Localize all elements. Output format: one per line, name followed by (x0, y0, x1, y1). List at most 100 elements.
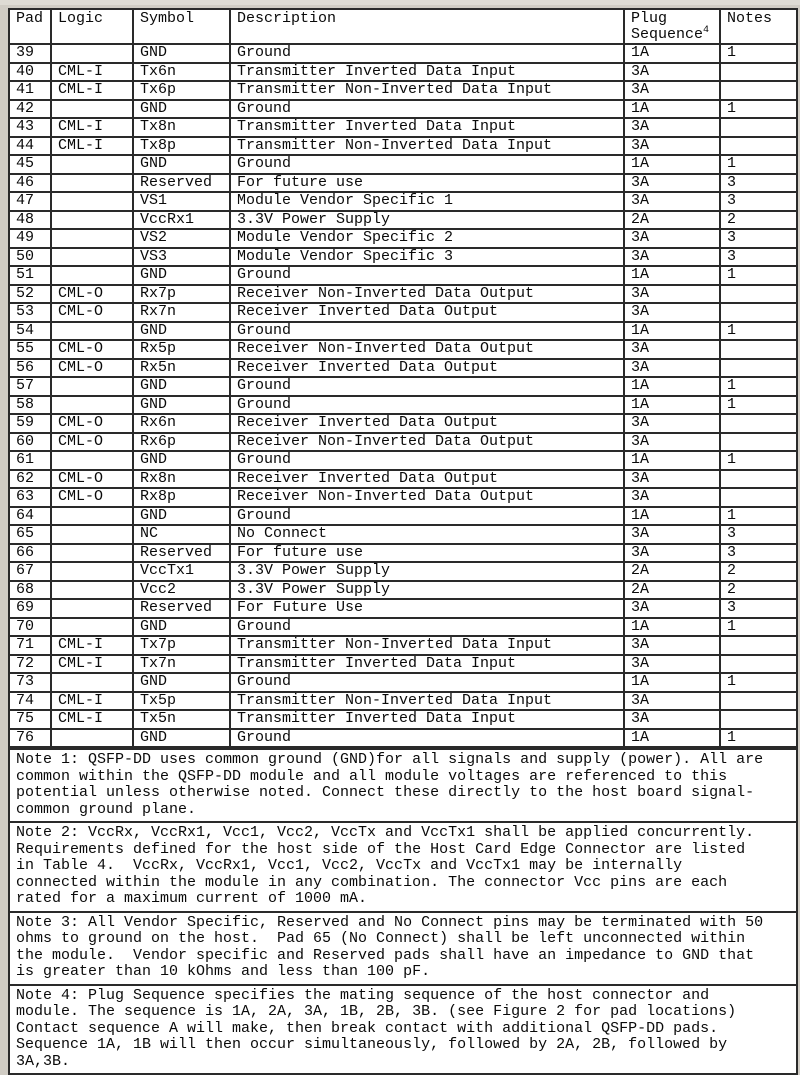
cell-symbol: GND (132, 265, 231, 286)
cell-notes: 1 (719, 616, 796, 637)
cell-logic (50, 376, 134, 397)
cell-notes: 1 (719, 320, 796, 341)
cell-notes: 2 (719, 209, 796, 230)
cell-pad: 44 (10, 135, 52, 156)
cell-symbol: Tx6n (132, 61, 231, 82)
cell-pad: 43 (10, 117, 52, 138)
cell-notes (719, 283, 796, 304)
cell-plug-sequence: 2A (623, 209, 721, 230)
cell-notes: 3 (719, 228, 796, 249)
cell-logic: CML-I (50, 135, 134, 156)
cell-logic: CML-O (50, 357, 134, 378)
cell-logic (50, 598, 134, 619)
cell-pad: 54 (10, 320, 52, 341)
cell-plug-sequence: 3A (623, 283, 721, 304)
cell-logic (50, 579, 134, 600)
table-row: 74 CML-I Tx5p Transmitter Non-Inverted Data… (10, 690, 796, 711)
cell-symbol: Rx8n (132, 468, 231, 489)
cell-symbol: Tx5p (132, 690, 231, 711)
cell-description: Module Vendor Specific 2 (229, 228, 625, 249)
cell-pad: 39 (10, 43, 52, 64)
cell-description: Ground (229, 320, 625, 341)
cell-notes: 3 (719, 172, 796, 193)
cell-logic: CML-O (50, 431, 134, 452)
cell-notes (719, 431, 796, 452)
table-row: 41 CML-I Tx6p Transmitter Non-Inverted Data… (10, 80, 796, 101)
cell-description: For Future Use (229, 598, 625, 619)
col-header-pad: Pad (10, 10, 52, 45)
cell-pad: 69 (10, 598, 52, 619)
table-row: 58 GND Ground 1A 1 (10, 394, 796, 415)
cell-plug-sequence: 3A (623, 357, 721, 378)
cell-pad: 58 (10, 394, 52, 415)
cell-plug-sequence: 1A (623, 505, 721, 526)
cell-logic: CML-I (50, 80, 134, 101)
cell-pad: 53 (10, 302, 52, 323)
cell-symbol: GND (132, 616, 231, 637)
cell-symbol: Reserved (132, 598, 231, 619)
cell-logic: CML-I (50, 117, 134, 138)
cell-plug-sequence: 3A (623, 61, 721, 82)
cell-pad: 60 (10, 431, 52, 452)
cell-description: Ground (229, 376, 625, 397)
table-row: 76 GND Ground 1A 1 (10, 727, 796, 748)
table-row: 71 CML-I Tx7p Transmitter Non-Inverted Data… (10, 635, 796, 656)
cell-symbol: Rx7n (132, 302, 231, 323)
cell-pad: 62 (10, 468, 52, 489)
cell-description: Ground (229, 43, 625, 64)
table-row: 72 CML-I Tx7n Transmitter Inverted Data Inp… (10, 653, 796, 674)
cell-pad: 55 (10, 339, 52, 360)
cell-pad: 56 (10, 357, 52, 378)
table-row: 47 VS1 Module Vendor Specific 1 3A 3 (10, 191, 796, 212)
footnote-2: Note 2: VccRx, VccRx1, Vcc1, Vcc2, VccTx… (10, 821, 796, 911)
cell-symbol: NC (132, 524, 231, 545)
table-row: 39 GND Ground 1A 1 (10, 43, 796, 64)
cell-description: Ground (229, 98, 625, 119)
table-row: 49 VS2 Module Vendor Specific 2 3A 3 (10, 228, 796, 249)
col-header-plug-sequence: Plug Sequence4 (623, 10, 721, 45)
cell-pad: 73 (10, 672, 52, 693)
table-row: 75 CML-I Tx5n Transmitter Inverted Data Inp… (10, 709, 796, 730)
cell-logic (50, 616, 134, 637)
cell-plug-sequence: 2A (623, 561, 721, 582)
cell-description: No Connect (229, 524, 625, 545)
cell-notes: 3 (719, 246, 796, 267)
cell-logic (50, 542, 134, 563)
cell-pad: 61 (10, 450, 52, 471)
cell-plug-sequence: 3A (623, 191, 721, 212)
cell-plug-sequence: 3A (623, 302, 721, 323)
cell-notes (719, 413, 796, 434)
table-row: 53 CML-O Rx7n Receiver Inverted Data Output… (10, 302, 796, 323)
table-row: 48 VccRx1 3.3V Power Supply 2A 2 (10, 209, 796, 230)
cell-plug-sequence: 1A (623, 616, 721, 637)
cell-notes: 1 (719, 154, 796, 175)
cell-pad: 51 (10, 265, 52, 286)
cell-logic: CML-O (50, 468, 134, 489)
cell-pad: 76 (10, 727, 52, 748)
cell-symbol: Rx7p (132, 283, 231, 304)
cell-description: Transmitter Inverted Data Input (229, 117, 625, 138)
cell-symbol: GND (132, 43, 231, 64)
table-row: 73 GND Ground 1A 1 (10, 672, 796, 693)
cell-logic (50, 98, 134, 119)
footnote-1: Note 1: QSFP-DD uses common ground (GND)… (10, 748, 796, 821)
cell-plug-sequence: 1A (623, 154, 721, 175)
cell-notes: 1 (719, 727, 796, 748)
cell-pad: 57 (10, 376, 52, 397)
cell-description: Receiver Inverted Data Output (229, 468, 625, 489)
cell-notes (719, 302, 796, 323)
cell-symbol: VS1 (132, 191, 231, 212)
cell-plug-sequence: 1A (623, 672, 721, 693)
cell-symbol: Tx7n (132, 653, 231, 674)
cell-notes: 2 (719, 579, 796, 600)
cell-description: Transmitter Non-Inverted Data Input (229, 690, 625, 711)
cell-pad: 42 (10, 98, 52, 119)
table-header-row: Pad Logic Symbol Description Plug Sequenc… (10, 10, 796, 45)
cell-logic (50, 209, 134, 230)
cell-plug-sequence: 3A (623, 468, 721, 489)
cell-description: Transmitter Non-Inverted Data Input (229, 80, 625, 101)
cell-plug-sequence: 3A (623, 635, 721, 656)
table-row: 46 Reserved For future use 3A 3 (10, 172, 796, 193)
cell-symbol: Rx8p (132, 487, 231, 508)
table-row: 66 Reserved For future use 3A 3 (10, 542, 796, 563)
